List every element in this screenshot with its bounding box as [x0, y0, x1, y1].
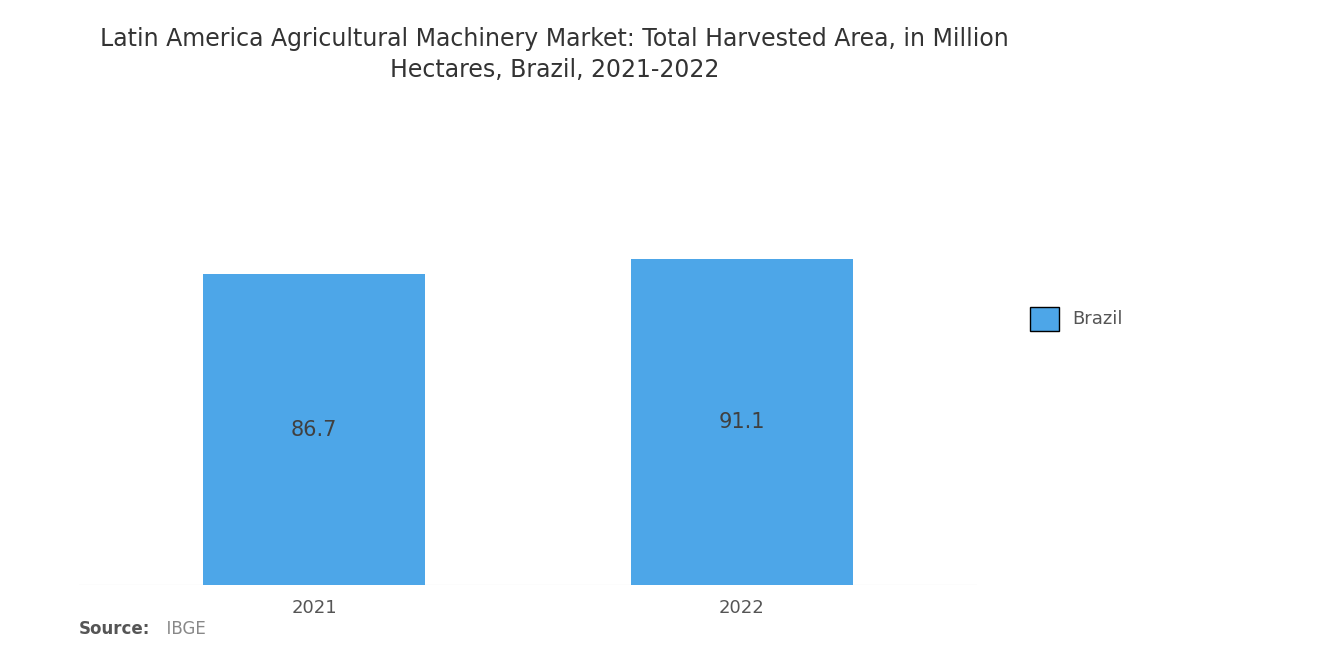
Text: Latin America Agricultural Machinery Market: Total Harvested Area, in Million
He: Latin America Agricultural Machinery Mar… — [100, 27, 1008, 82]
Text: IBGE: IBGE — [156, 620, 206, 638]
Text: Brazil: Brazil — [1072, 310, 1122, 329]
Bar — [203, 275, 425, 585]
Text: 91.1: 91.1 — [718, 412, 766, 432]
Bar — [631, 259, 853, 585]
Text: Source:: Source: — [79, 620, 150, 638]
Text: 86.7: 86.7 — [292, 420, 338, 440]
